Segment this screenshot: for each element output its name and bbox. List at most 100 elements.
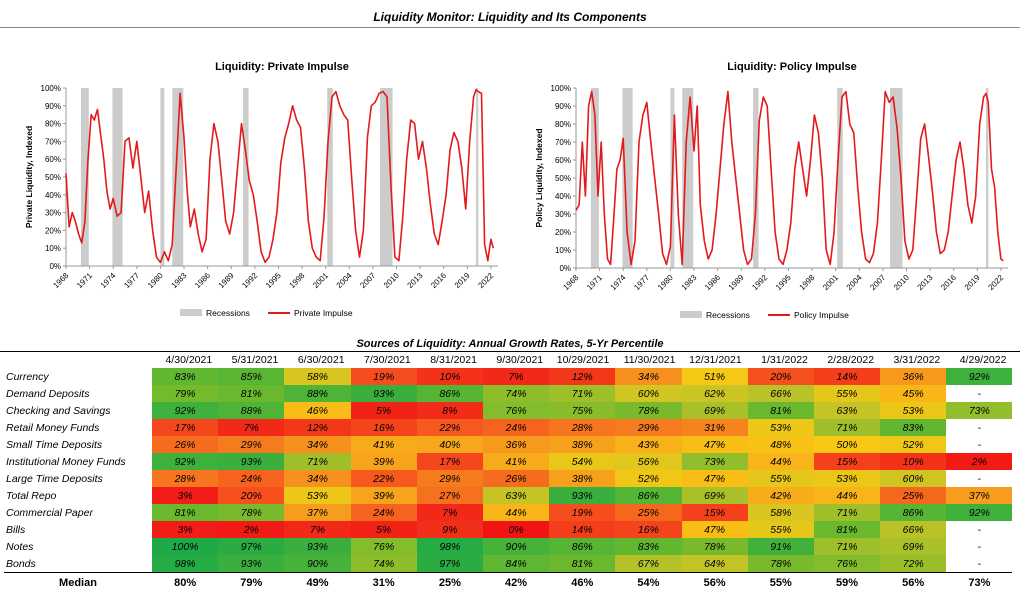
row-label: Demand Deposits <box>4 385 152 402</box>
heat-cell: 93% <box>218 453 284 470</box>
y-tick-label: 40% <box>555 192 571 201</box>
heat-cell: 55% <box>748 521 814 538</box>
x-tick-label: 2019 <box>963 273 982 292</box>
heat-cell: 29% <box>218 436 284 453</box>
heat-cell: 91% <box>748 538 814 555</box>
heat-cell: 71% <box>814 419 880 436</box>
heat-cell: 90% <box>284 555 350 573</box>
heat-cell: 2% <box>218 521 284 538</box>
heat-cell: 60% <box>880 470 946 487</box>
y-tick-label: 60% <box>555 156 571 165</box>
heat-cell: 88% <box>218 402 284 419</box>
heat-cell: 26% <box>483 470 549 487</box>
y-tick-label: 20% <box>555 228 571 237</box>
heat-cell: 52% <box>880 436 946 453</box>
heat-cell: 25% <box>615 504 681 521</box>
heat-cell: 86% <box>880 504 946 521</box>
y-tick-label: 10% <box>45 244 61 253</box>
heat-cell: 63% <box>814 402 880 419</box>
heat-cell: 19% <box>549 504 615 521</box>
heat-cell: 98% <box>152 555 218 573</box>
heat-cell: 81% <box>152 504 218 521</box>
x-tick-label: 1974 <box>99 271 118 290</box>
legend-label: Private Impulse <box>294 308 353 318</box>
heat-cell: 62% <box>682 385 748 402</box>
heat-cell: 41% <box>351 436 417 453</box>
heat-cell: 63% <box>483 487 549 504</box>
x-tick-label: 1995 <box>264 271 283 290</box>
heat-cell: 3% <box>152 521 218 538</box>
y-tick-label: 40% <box>45 191 61 200</box>
heat-cell: 64% <box>682 555 748 573</box>
heat-cell: - <box>946 521 1012 538</box>
heat-cell: 31% <box>682 419 748 436</box>
y-tick-label: 30% <box>45 209 61 218</box>
column-header: 4/29/2022 <box>946 352 1012 368</box>
heat-cell: 84% <box>483 555 549 573</box>
heat-cell: 93% <box>351 385 417 402</box>
recession-band <box>837 88 843 268</box>
heat-cell: 69% <box>682 487 748 504</box>
heat-cell: 81% <box>748 402 814 419</box>
heat-cell: 44% <box>748 453 814 470</box>
recession-band <box>160 88 164 266</box>
column-header: 9/30/2021 <box>483 352 549 368</box>
heat-cell: 5% <box>351 521 417 538</box>
x-tick-label: 2001 <box>821 273 840 292</box>
row-label: Large Time Deposits <box>4 470 152 487</box>
row-label: Total Repo <box>4 487 152 504</box>
y-tick-label: 80% <box>45 120 61 129</box>
y-tick-label: 90% <box>555 102 571 111</box>
heat-cell: 5% <box>351 402 417 419</box>
x-tick-label: 1986 <box>193 271 212 290</box>
column-header: 5/31/2021 <box>218 352 284 368</box>
heat-cell: 36% <box>483 436 549 453</box>
heat-cell: 69% <box>880 538 946 555</box>
column-header: 12/31/2021 <box>682 352 748 368</box>
heat-cell: 7% <box>284 521 350 538</box>
heat-cell: 27% <box>417 487 483 504</box>
heat-cell: 55% <box>814 385 880 402</box>
heat-cell: 90% <box>483 538 549 555</box>
heat-cell: 28% <box>549 419 615 436</box>
row-label: Bills <box>4 521 152 538</box>
x-tick-label: 1980 <box>656 273 675 292</box>
legend-label: Recessions <box>206 308 250 318</box>
heat-cell: 3% <box>152 487 218 504</box>
heat-cell: 66% <box>880 521 946 538</box>
heat-cell: 76% <box>814 555 880 573</box>
policy-impulse-chart: Liquidity: Policy Impulse0%10%20%30%40%5… <box>530 50 1020 330</box>
series-line-private-impulse <box>66 90 493 263</box>
title-rule <box>0 27 1020 28</box>
heat-cell: 29% <box>417 470 483 487</box>
heat-cell: 38% <box>549 470 615 487</box>
header-corner <box>4 352 152 368</box>
heat-cell: 47% <box>682 436 748 453</box>
x-tick-label: 2022 <box>476 271 495 290</box>
row-label: Bonds <box>4 555 152 573</box>
heat-cell: 71% <box>549 385 615 402</box>
private-impulse-chart: Liquidity: Private Impulse0%10%20%30%40%… <box>20 50 515 330</box>
y-tick-label: 20% <box>45 226 61 235</box>
x-tick-label: 1998 <box>288 271 307 290</box>
y-tick-label: 100% <box>551 84 571 93</box>
heat-cell: 93% <box>218 555 284 573</box>
heat-cell: 53% <box>284 487 350 504</box>
legend-swatch-recessions <box>680 311 702 318</box>
heat-cell: 20% <box>218 487 284 504</box>
y-tick-label: 50% <box>555 174 571 183</box>
x-tick-label: 2004 <box>845 273 864 292</box>
heat-cell: 55% <box>748 470 814 487</box>
heat-cell: 78% <box>682 538 748 555</box>
heat-cell: 17% <box>152 419 218 436</box>
column-header: 2/28/2022 <box>814 352 880 368</box>
heat-cell: 81% <box>218 385 284 402</box>
heat-cell: 79% <box>152 385 218 402</box>
